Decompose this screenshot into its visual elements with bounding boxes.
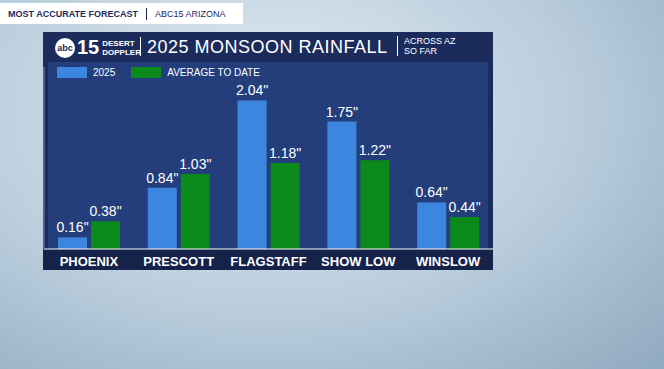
svg-text:1.75": 1.75"	[326, 104, 358, 120]
svg-text:FLAGSTAFF: FLAGSTAFF	[230, 254, 306, 269]
html-text:ABC15 ARIZONA: ABC15 ARIZONA	[155, 8, 226, 19]
html-text:DESERT: DESERT	[102, 38, 135, 48]
html-text:2025: 2025	[93, 67, 116, 78]
svg-text:1.03": 1.03"	[179, 156, 211, 172]
svg-text:1.22": 1.22"	[359, 142, 391, 158]
html-text:abc 15: abc 15	[57, 36, 100, 58]
svg-text:0.84": 0.84"	[146, 170, 178, 186]
html-text:MOST ACCURATE FORECAST: MOST ACCURATE FORECAST	[8, 8, 138, 19]
svg-text:PRESCOTT: PRESCOTT	[143, 254, 214, 269]
svg-text:SHOW LOW: SHOW LOW	[321, 254, 396, 269]
svg-text:2.04": 2.04"	[236, 82, 268, 98]
html-text:ACROSS AZ SO FAR: ACROSS AZ SO FAR	[404, 36, 456, 56]
svg-text:WINSLOW: WINSLOW	[416, 254, 481, 269]
svg-text:PHOENIX: PHOENIX	[60, 254, 119, 269]
svg-text:0.64": 0.64"	[416, 184, 448, 200]
svg-text:0.44": 0.44"	[449, 199, 481, 215]
html-text:DOPPLER 2025 MONSOON RAINFALL: DOPPLER 2025 MONSOON RAINFALL	[102, 37, 388, 57]
html-text:AVERAGE TO DATE: AVERAGE TO DATE	[167, 67, 260, 78]
svg-text:0.16": 0.16"	[56, 219, 88, 235]
svg-text:0.38": 0.38"	[89, 203, 121, 219]
svg-text:1.18": 1.18"	[269, 145, 301, 161]
